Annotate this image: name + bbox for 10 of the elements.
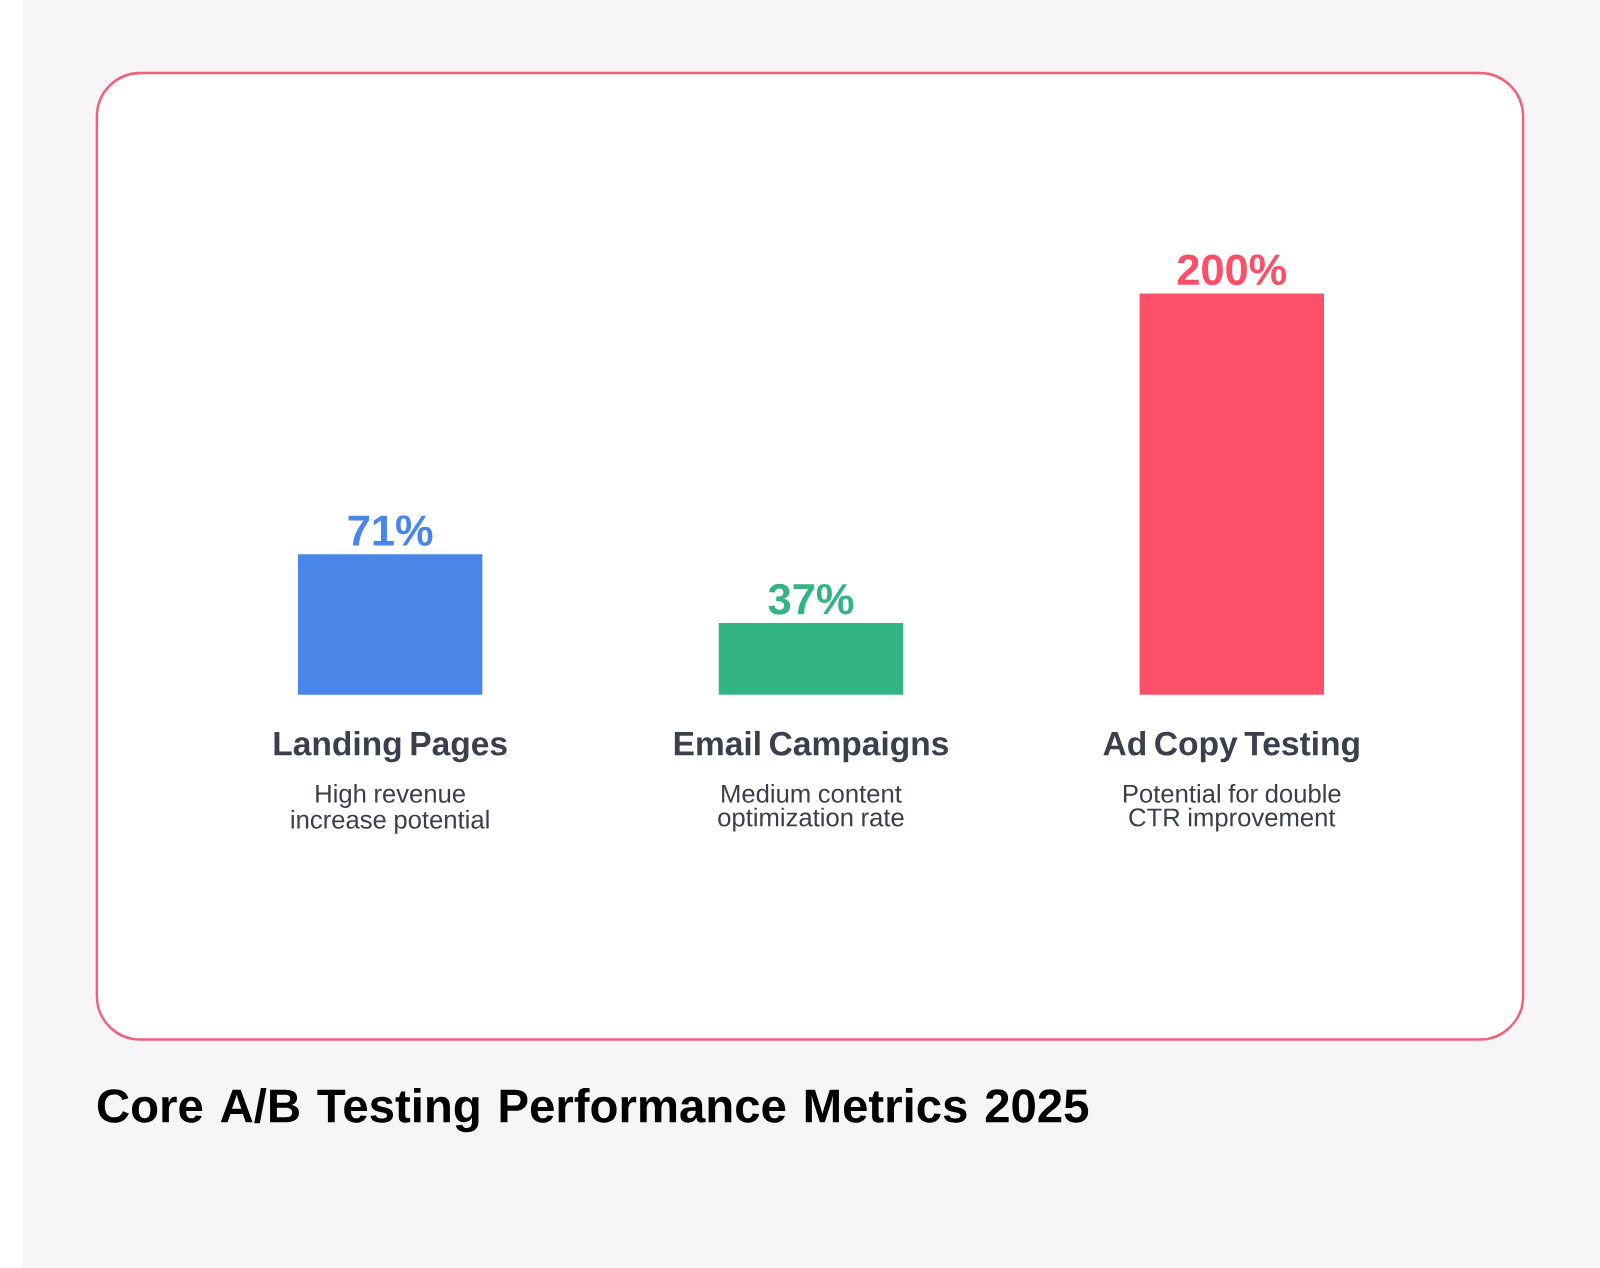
data-label: 71% [348,515,433,546]
x-tick-label: Landing Pages [274,730,507,763]
x-tick-label: Ad Copy Testing [1103,730,1359,763]
text: Medium content optimization rate [718,783,904,832]
text: Core A/B Testing Performance Metrics 2025 [97,1087,1089,1133]
data-label: 200% [1177,254,1287,285]
x-tick-label: Email Campaigns [674,730,948,763]
text: Potential for double CTR improvement [1123,783,1341,832]
data-label: 37% [768,583,854,615]
text: High revenue increase potential [291,783,489,834]
